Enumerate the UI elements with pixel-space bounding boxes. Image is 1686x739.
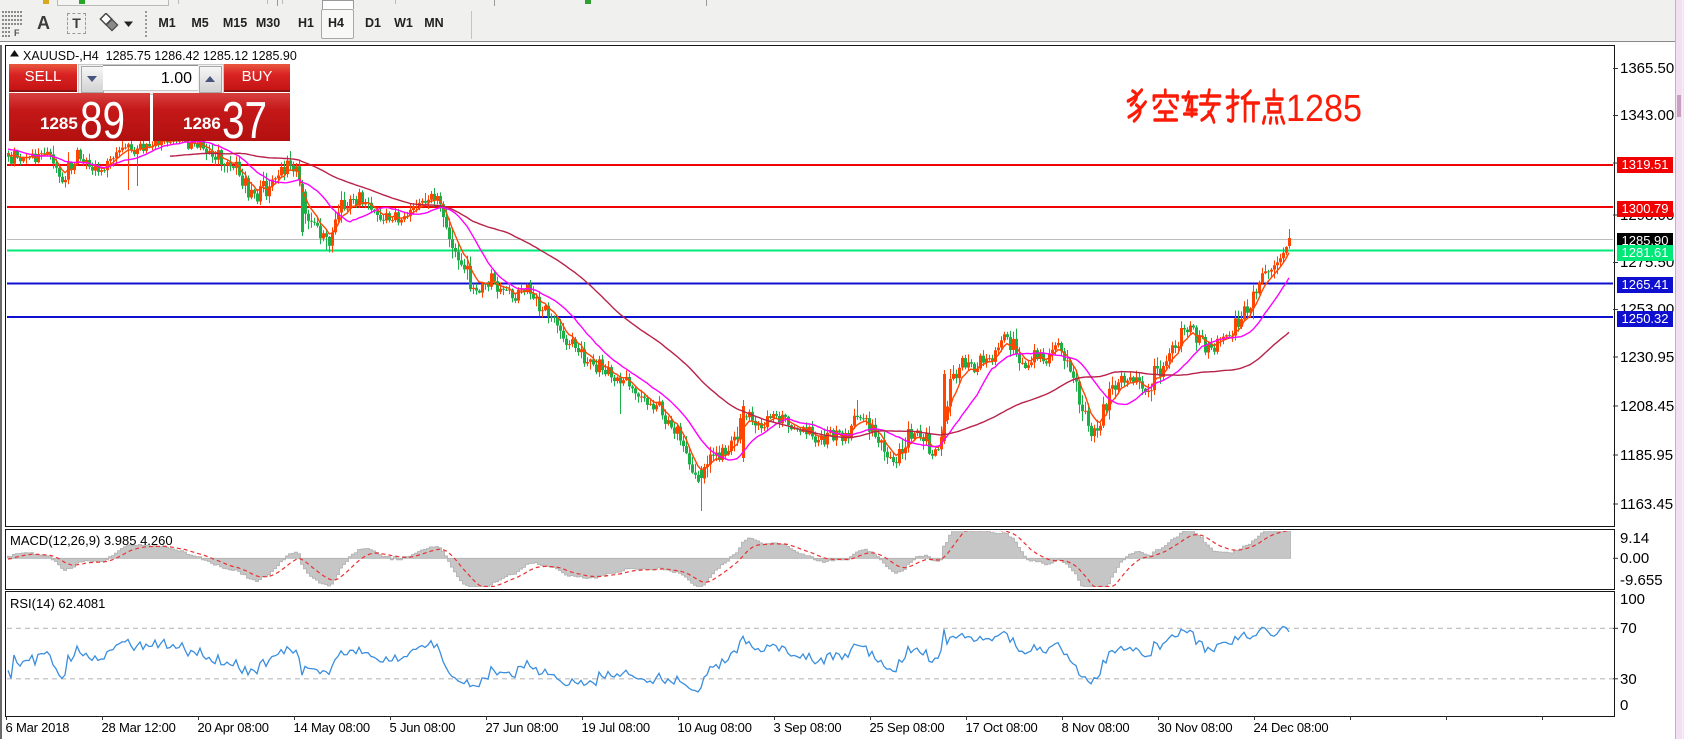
svg-text:1285: 1285 [1286,88,1362,126]
svg-text:F: F [14,28,20,38]
